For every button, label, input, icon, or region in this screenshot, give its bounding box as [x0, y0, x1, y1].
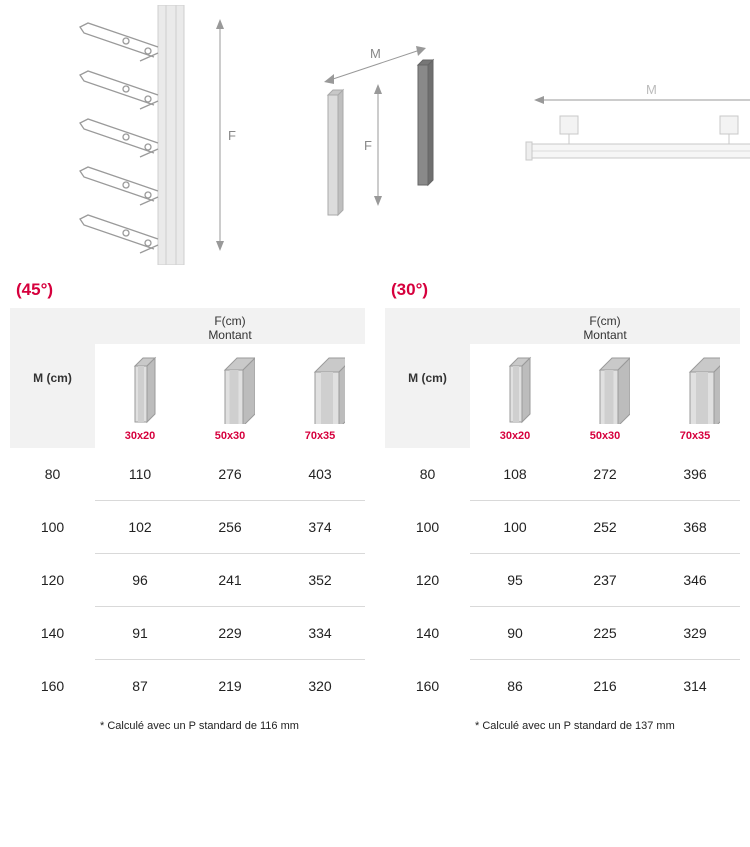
cell-value: 96 — [95, 554, 185, 606]
label-f-2: F — [364, 138, 372, 153]
cell-m: 100 — [385, 501, 470, 553]
cell-value: 91 — [95, 607, 185, 659]
table-footnote: * Calculé avec un P standard de 116 mm — [10, 712, 365, 732]
cell-value: 86 — [470, 660, 560, 712]
cell-value: 272 — [560, 448, 650, 500]
cell-value: 102 — [95, 501, 185, 553]
cell-value: 403 — [275, 448, 365, 500]
diagram-top-rail: M — [520, 80, 750, 190]
label-f: F — [228, 128, 236, 143]
cell-m: 120 — [10, 554, 95, 606]
profile-label: 50x30 — [560, 430, 650, 442]
profile-header-50x30: 50x30 — [185, 344, 275, 448]
cell-value: 334 — [275, 607, 365, 659]
diagram-side-louvers: F — [70, 5, 240, 265]
profile-label: 70x35 — [650, 430, 740, 442]
cell-value: 252 — [560, 501, 650, 553]
cell-value: 219 — [185, 660, 275, 712]
cell-m: 100 — [10, 501, 95, 553]
header-m: M (cm) — [10, 308, 95, 448]
table-header: M (cm)F(cm)Montant 30x20 50x30 70x35 — [10, 308, 365, 448]
profile-label: 50x30 — [185, 430, 275, 442]
profile-header-70x35: 70x35 — [650, 344, 740, 448]
table-block-1: (30°) M (cm)F(cm)Montant 30x20 50x30 70x3… — [385, 280, 740, 732]
table-row: 12095237346 — [385, 554, 740, 606]
cell-value: 276 — [185, 448, 275, 500]
table-row: 16087219320 — [10, 660, 365, 712]
cell-value: 237 — [560, 554, 650, 606]
cell-m: 120 — [385, 554, 470, 606]
cell-value: 352 — [275, 554, 365, 606]
profile-label: 70x35 — [275, 430, 365, 442]
cell-m: 80 — [10, 448, 95, 500]
cell-value: 368 — [650, 501, 740, 553]
profile-header-50x30: 50x30 — [560, 344, 650, 448]
table-footnote: * Calculé avec un P standard de 137 mm — [385, 712, 740, 732]
cell-value: 216 — [560, 660, 650, 712]
cell-value: 95 — [470, 554, 560, 606]
cell-m: 160 — [385, 660, 470, 712]
cell-value: 100 — [470, 501, 560, 553]
table-header: M (cm)F(cm)Montant 30x20 50x30 70x35 — [385, 308, 740, 448]
diagram-isometric-posts: M F — [300, 40, 460, 230]
cell-value: 87 — [95, 660, 185, 712]
cell-m: 140 — [10, 607, 95, 659]
tables-row: (45°)M (cm)F(cm)Montant 30x20 50x30 70x3… — [0, 280, 750, 752]
cell-value: 256 — [185, 501, 275, 553]
diagrams-row: F M F — [0, 0, 750, 280]
cell-value: 229 — [185, 607, 275, 659]
cell-value: 90 — [470, 607, 560, 659]
profile-header-30x20: 30x20 — [95, 344, 185, 448]
cell-value: 346 — [650, 554, 740, 606]
cell-value: 396 — [650, 448, 740, 500]
label-m-2: M — [646, 82, 657, 97]
cell-value: 108 — [470, 448, 560, 500]
cell-value: 374 — [275, 501, 365, 553]
cell-value: 110 — [95, 448, 185, 500]
table-row: 16086216314 — [385, 660, 740, 712]
table-row: 100102256374 — [10, 501, 365, 553]
profile-label: 30x20 — [470, 430, 560, 442]
cell-value: 329 — [650, 607, 740, 659]
cell-m: 160 — [10, 660, 95, 712]
profile-header-70x35: 70x35 — [275, 344, 365, 448]
header-m: M (cm) — [385, 308, 470, 448]
table-row: 14090225329 — [385, 607, 740, 659]
cell-m: 80 — [385, 448, 470, 500]
table-row: 100100252368 — [385, 501, 740, 553]
cell-m: 140 — [385, 607, 470, 659]
cell-value: 225 — [560, 607, 650, 659]
table-block-0: (45°) M (cm)F(cm)Montant 30x20 50x30 70x3… — [10, 280, 365, 732]
table-row: 12096241352 — [10, 554, 365, 606]
label-m: M — [370, 46, 381, 61]
profile-header-30x20: 30x20 — [470, 344, 560, 448]
table-row: 14091229334 — [10, 607, 365, 659]
cell-value: 320 — [275, 660, 365, 712]
cell-value: 241 — [185, 554, 275, 606]
angle-title: (30°) — [385, 280, 740, 300]
profile-label: 30x20 — [95, 430, 185, 442]
cell-value: 314 — [650, 660, 740, 712]
angle-title: (45°) — [10, 280, 365, 300]
table-row: 80108272396 — [385, 448, 740, 500]
table-row: 80110276403 — [10, 448, 365, 500]
header-fcm: F(cm)Montant — [95, 308, 365, 344]
header-fcm: F(cm)Montant — [470, 308, 740, 344]
